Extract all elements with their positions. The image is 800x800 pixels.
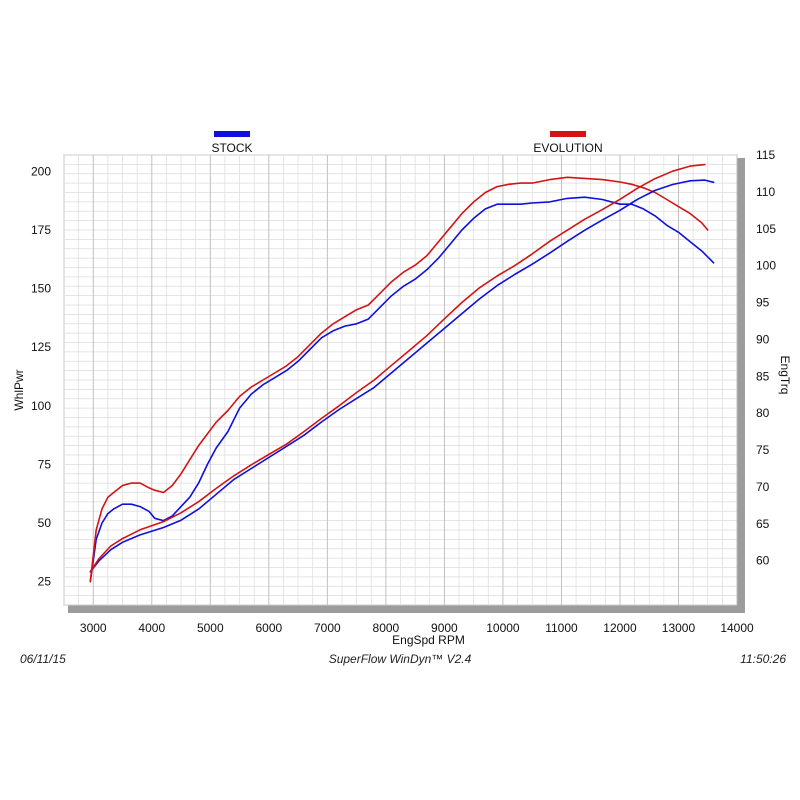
legend: STOCK EVOLUTION	[211, 131, 603, 155]
x-tick-label: 13000	[662, 621, 696, 635]
x-axis-title: EngSpd RPM	[392, 633, 465, 647]
x-tick-label: 5000	[197, 621, 224, 635]
y-tick-label: 75	[38, 457, 52, 471]
x-tick-label: 11000	[545, 621, 578, 635]
x-tick-label: 7000	[314, 621, 341, 635]
y-tick-label: 150	[31, 282, 51, 296]
right-axis-bar	[737, 158, 745, 613]
y-tick-label: 175	[31, 223, 51, 237]
x-tick-label: 14000	[720, 621, 754, 635]
y2-tick-label: 75	[756, 443, 770, 457]
y2-tick-label: 70	[756, 480, 770, 494]
y-tick-label: 25	[38, 575, 52, 589]
y-tick-label: 50	[38, 516, 52, 530]
series-line-evolution-power	[89, 176, 709, 583]
legend-swatch-stock	[214, 131, 250, 137]
plot-lines	[89, 163, 715, 583]
legend-swatch-evolution	[550, 131, 586, 137]
y2-tick-label: 60	[756, 554, 770, 568]
y2-tick-label: 100	[756, 259, 776, 273]
y2-tick-label: 95	[756, 296, 770, 310]
y2-axis-title: EngTrq	[778, 356, 792, 395]
x-tick-label: 4000	[138, 621, 165, 635]
test-date: 06/11/15	[20, 652, 66, 666]
grid	[63, 154, 738, 606]
x-tick-label: 9000	[431, 621, 458, 635]
y-tick-label: 100	[31, 399, 51, 413]
legend-label-stock: STOCK	[211, 141, 252, 155]
series-line-evolution-torque	[89, 163, 706, 573]
y2-tick-label: 90	[756, 332, 770, 346]
x-tick-label: 12000	[603, 621, 637, 635]
y-tick-label: 125	[31, 340, 51, 354]
axes: 3000 4000 5000 6000 7000 8000 9000 10000 11000 12…	[12, 148, 792, 647]
y2-tick-label: 80	[756, 406, 770, 420]
series-line-stock-torque	[89, 179, 715, 573]
x-tick-label: 10000	[486, 621, 520, 635]
x-tick-label: 3000	[80, 621, 107, 635]
series-line-stock-power	[89, 196, 715, 583]
y2-tick-label: 105	[756, 222, 776, 236]
x-tick-label: 8000	[373, 621, 400, 635]
software-version: SuperFlow WinDyn™ V2.4	[328, 652, 472, 666]
y2-tick-label: 65	[756, 517, 770, 531]
y2-tick-label: 115	[756, 148, 775, 162]
bottom-axis-bar	[68, 605, 745, 613]
y2-tick-label: 85	[756, 369, 770, 383]
y-axis-title: WhlPwr	[12, 369, 26, 410]
x-tick-label: 6000	[255, 621, 282, 635]
y-tick-label: 200	[31, 164, 51, 178]
test-time: 11:50:26	[740, 652, 786, 666]
legend-label-evolution: EVOLUTION	[533, 141, 602, 155]
y2-tick-label: 110	[756, 185, 775, 199]
